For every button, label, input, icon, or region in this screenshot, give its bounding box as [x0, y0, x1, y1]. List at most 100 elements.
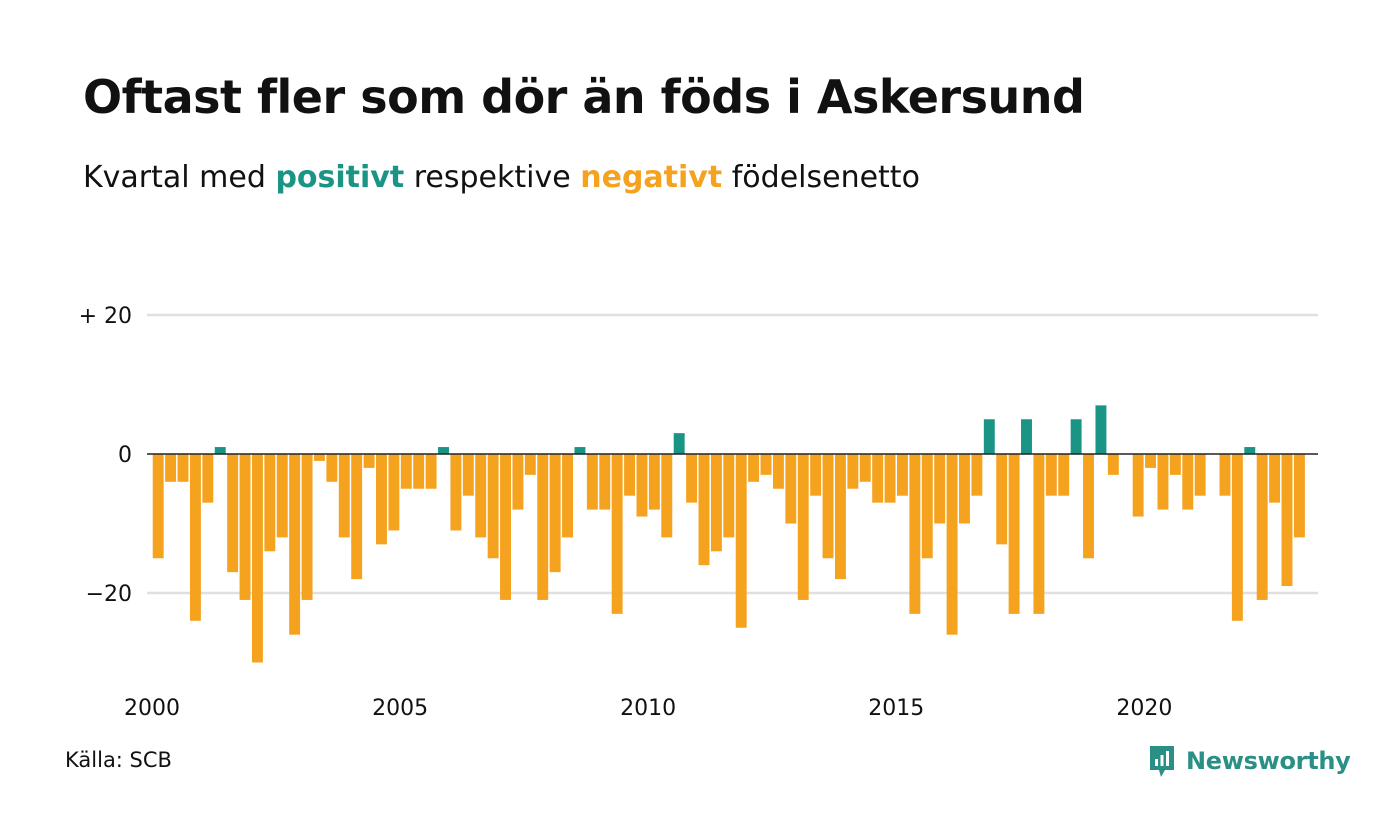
bar-2001-k3	[227, 454, 239, 573]
bar-2018-k4	[1083, 454, 1094, 559]
bar-2002-k1	[251, 454, 263, 663]
bar-2001-k1	[202, 454, 214, 503]
bar-2017-k3	[1021, 419, 1032, 454]
bar-2010-k1	[648, 454, 660, 510]
bar-2006-k1	[450, 454, 462, 531]
bar-2021-k3	[1219, 454, 1231, 496]
bar-2023-k1	[1293, 454, 1305, 538]
bar-2003-k3	[326, 454, 338, 482]
bar-2008-k3	[574, 447, 586, 454]
y-tick-label: + 20	[79, 304, 132, 329]
bar-2019-k4	[1132, 454, 1144, 517]
bar-2016-k2	[959, 454, 970, 524]
bar-2012-k2	[760, 454, 772, 475]
bar-2018-k3	[1070, 419, 1082, 454]
bar-2016-k1	[946, 454, 958, 635]
bar-2014-k3	[872, 454, 884, 503]
bar-2000-k4	[189, 454, 201, 621]
x-axis-labels: 2000 2005 2010 2015 2020	[124, 696, 1172, 721]
bar-2011-k2	[710, 454, 722, 552]
bar-2004-k4	[388, 454, 400, 531]
bar-2020-k2	[1157, 454, 1169, 510]
bar-2002-k2	[264, 454, 276, 552]
bar-2015-k2	[909, 454, 921, 614]
bar-2022-k4	[1281, 454, 1293, 587]
bar-2009-k4	[636, 454, 648, 517]
bar-2014-k2	[859, 454, 871, 482]
bar-2009-k3	[624, 454, 636, 496]
bar-2013-k3	[822, 454, 834, 559]
bar-2016-k3	[971, 454, 983, 496]
bar-2000-k2	[165, 454, 177, 482]
bar-2000-k3	[177, 454, 189, 482]
bar-2008-k1	[549, 454, 561, 573]
bar-2001-k2	[214, 447, 226, 454]
bar-2022-k3	[1269, 454, 1281, 503]
newsworthy-logo-icon	[1150, 746, 1174, 777]
bar-2021-k1	[1194, 454, 1206, 496]
subtitle-positive-label: positivt	[275, 160, 405, 195]
bar-2007-k2	[512, 454, 524, 510]
bar-2017-k4	[1033, 454, 1045, 614]
chart-subtitle: Kvartal med positivt respektive negativt…	[83, 160, 920, 195]
y-tick-label: −20	[86, 582, 132, 607]
source-note: Källa: SCB	[65, 748, 172, 772]
bar-2011-k1	[698, 454, 710, 566]
bar-2004-k2	[363, 454, 375, 468]
bar-2012-k1	[748, 454, 760, 482]
bar-2010-k4	[686, 454, 698, 503]
bar-2007-k3	[524, 454, 536, 475]
bar-2001-k4	[239, 454, 251, 600]
x-tick-label: 2000	[124, 696, 180, 721]
brand-logo: Newsworthy	[1148, 744, 1351, 778]
bar-2015-k1	[897, 454, 908, 496]
brand-name: Newsworthy	[1186, 747, 1351, 775]
bar-2015-k3	[921, 454, 933, 559]
subtitle-text-before: Kvartal med	[83, 160, 266, 195]
bar-2020-k3	[1169, 454, 1181, 475]
bar-2006-k2	[462, 454, 474, 496]
bar-2021-k4	[1231, 454, 1243, 621]
bar-2007-k4	[537, 454, 549, 600]
bar-2012-k3	[772, 454, 784, 489]
bar-2005-k2	[413, 454, 425, 489]
bar-2018-k2	[1058, 454, 1070, 496]
bar-2002-k4	[289, 454, 301, 635]
bar-2020-k4	[1182, 454, 1194, 510]
bar-2000-k1	[152, 454, 164, 559]
bar-2012-k4	[785, 454, 797, 524]
bar-2003-k4	[338, 454, 350, 538]
bar-2007-k1	[500, 454, 511, 600]
bar-2006-k3	[475, 454, 487, 538]
chart-title: Oftast fler som dör än föds i Askersund	[83, 70, 1085, 124]
x-tick-label: 2015	[868, 696, 924, 721]
bars	[152, 405, 1305, 663]
subtitle-text-after: födelsenetto	[731, 160, 920, 195]
bar-2010-k3	[673, 433, 685, 454]
bar-2013-k4	[834, 454, 846, 580]
bar-2004-k1	[351, 454, 363, 580]
bar-2013-k1	[797, 454, 809, 600]
bar-2015-k4	[934, 454, 946, 524]
bar-2022-k2	[1256, 454, 1268, 600]
bar-2014-k4	[884, 454, 896, 503]
x-tick-label: 2020	[1116, 696, 1172, 721]
bar-2008-k2	[562, 454, 573, 538]
bar-2019-k1	[1095, 405, 1107, 454]
bar-2006-k4	[487, 454, 499, 559]
x-tick-label: 2005	[372, 696, 428, 721]
bar-2017-k1	[996, 454, 1008, 545]
bar-2020-k1	[1145, 454, 1156, 468]
bar-2003-k1	[301, 454, 313, 600]
bar-2018-k1	[1045, 454, 1057, 496]
bar-2014-k1	[847, 454, 859, 489]
bar-2004-k3	[376, 454, 387, 545]
bar-2009-k1	[599, 454, 611, 510]
bar-2010-k2	[661, 454, 673, 538]
bar-2005-k1	[400, 454, 412, 489]
bar-2011-k4	[735, 454, 747, 628]
bar-2011-k3	[723, 454, 735, 538]
y-axis-labels: + 20 0 −20	[79, 304, 132, 607]
bar-2008-k4	[586, 454, 598, 510]
subtitle-negative-label: negativt	[580, 160, 723, 195]
